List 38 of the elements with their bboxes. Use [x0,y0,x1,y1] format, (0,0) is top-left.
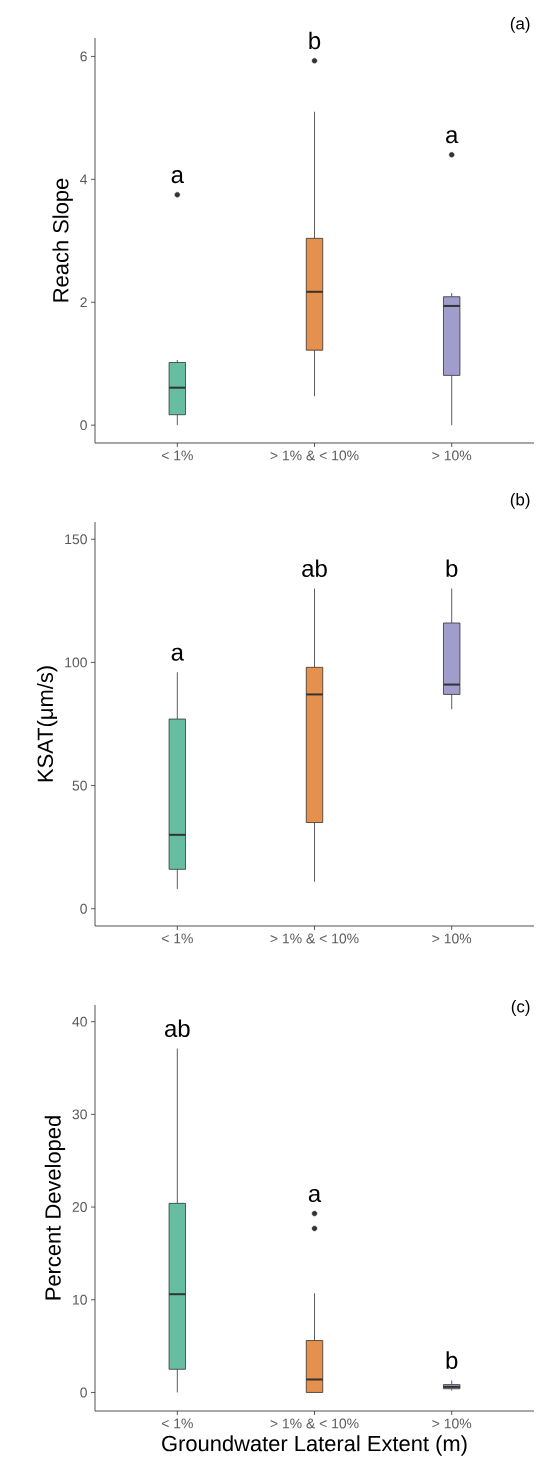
x-tick-label: < 1% [161,1418,193,1429]
x-tick-label: > 10% [432,450,472,461]
annotation: ab [165,1019,190,1038]
annotation: a [171,170,184,184]
x-tick-label: > 1% & < 10% [270,1418,359,1429]
y-tick-label: 10 [73,1294,87,1305]
annotation: a [308,1188,322,1203]
x-tick-label: > 1% & < 10% [270,933,359,944]
annotation: b [446,559,458,577]
y-tick-label: 2 [80,297,87,308]
annotation: a [446,130,459,144]
y-tick-label: 6 [80,51,87,62]
x-tick-label: > 1% & < 10% [270,450,359,461]
annotation: b [309,31,321,50]
annotation: a [171,647,184,661]
text: (a) [510,17,530,33]
y-tick-label: 0 [80,903,87,914]
y-tick-label: 50 [72,780,87,791]
y-axis-title: KSAT(μm/s) [36,666,58,782]
y-tick-label: 0 [80,1387,87,1398]
y-tick-label: 30 [72,1109,87,1120]
annotation: (c) [511,1000,530,1016]
annotation: ab [302,559,327,577]
text: (b) [510,493,530,509]
y-tick-label: 20 [72,1202,87,1213]
x-tick-label: > 10% [432,1418,472,1429]
y-tick-label: 150 [65,534,87,545]
y-tick-label: 100 [65,657,87,668]
y-tick-label: 0 [80,420,87,431]
annotation: b [446,1351,458,1369]
x-axis-title: Groundwater Lateral Extent (m) [162,1435,467,1456]
y-tick-label: 4 [80,174,88,185]
y-tick-label: 40 [72,1016,87,1027]
y-axis-title: Reach Slope [52,178,73,302]
y-axis-title: Percent Developed [44,1116,66,1300]
x-tick-label: < 1% [161,450,193,461]
x-tick-label: > 10% [432,933,472,944]
x-tick-label: < 1% [161,933,193,944]
